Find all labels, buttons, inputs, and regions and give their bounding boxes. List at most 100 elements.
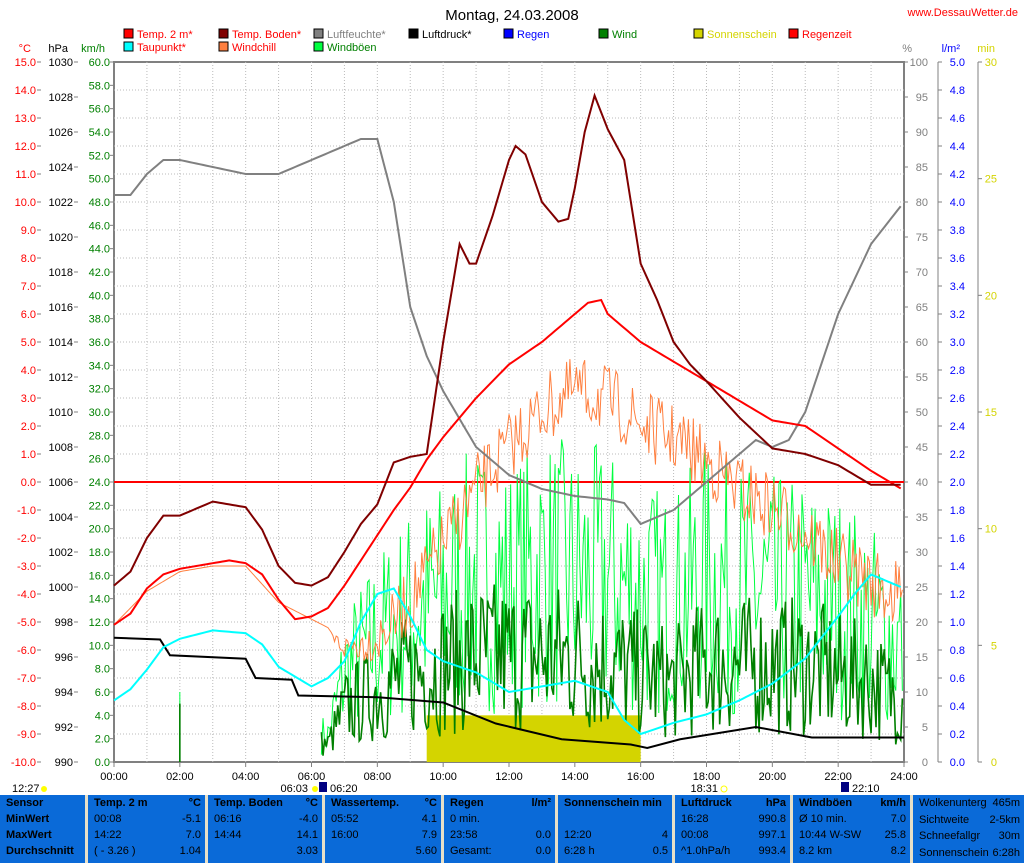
- axis-tick-rain: 2.6: [950, 393, 965, 405]
- table-cell: 0 min.: [450, 813, 480, 825]
- table-column-sensor: Sensor MinWert MaxWert Durchschnitt: [0, 795, 85, 863]
- astro-marker-moonset: 12:27: [12, 783, 40, 795]
- axis-tick-temp: 11.0: [15, 169, 36, 181]
- table-cell: Durchschnitt: [6, 845, 74, 857]
- axis-tick-sun: 30: [985, 57, 997, 69]
- axis-tick-humidity: 85: [916, 162, 928, 174]
- astro-marker-moonrise: 06:20: [330, 783, 358, 795]
- axis-tick-sun: 25: [985, 174, 997, 186]
- table-cell: Wassertemp.: [331, 797, 400, 809]
- table-cell: 0.5: [652, 845, 668, 857]
- table-cell: 6:28 h: [564, 845, 595, 857]
- table-cell: 14:22: [94, 829, 122, 841]
- axis-tick-pressure: 992: [55, 722, 73, 734]
- legend-label: Taupunkt*: [137, 42, 187, 54]
- table-column-boden: Temp. Boden °C 06:16 -4.0 14:44 14.1 3.03: [208, 795, 322, 863]
- axis-tick-wind: 42.0: [89, 267, 110, 279]
- x-tick-label: 18:00: [693, 771, 721, 783]
- x-tick-label: 24:00: [890, 771, 918, 783]
- axis-tick-rain: 2.4: [950, 421, 965, 433]
- axis-tick-temp: 9.0: [21, 225, 36, 237]
- moon-icon: [41, 786, 47, 792]
- table-column-extra: Wolkenunterg 465m Sichtweite 2-5km Schneefal…: [913, 795, 1024, 863]
- table-cell: 0.0: [535, 829, 551, 841]
- table-cell: 8.2: [890, 845, 906, 857]
- axis-tick-temp: 0.0: [21, 477, 36, 489]
- table-cell: °C: [188, 797, 201, 809]
- axis-tick-wind: 32.0: [89, 384, 110, 396]
- axis-tick-pressure: 1004: [49, 512, 73, 524]
- legend-swatch: [693, 28, 704, 39]
- table-cell: Luftdruck: [681, 797, 732, 809]
- axis-tick-sun: 5: [991, 640, 997, 652]
- axis-tick-pressure: 1012: [49, 372, 73, 384]
- axis-tick-pressure: 1006: [49, 477, 73, 489]
- axis-tick-wind: 24.0: [89, 477, 110, 489]
- axis-tick-wind: 18.0: [89, 547, 110, 559]
- axis-tick-humidity: 100: [910, 57, 928, 69]
- x-tick-label: 06:00: [298, 771, 326, 783]
- axis-tick-rain: 5.0: [950, 57, 965, 69]
- legend-label: Wind: [612, 29, 637, 41]
- axis-tick-rain: 1.6: [950, 533, 965, 545]
- axis-tick-rain: 4.6: [950, 113, 965, 125]
- legend-swatch: [218, 28, 229, 39]
- table-cell: 5.60: [415, 845, 437, 857]
- chart-title: Montag, 24.03.2008: [445, 7, 578, 24]
- astro-marker-sunset: 18:31: [690, 783, 718, 795]
- table-cell: 12:20: [564, 829, 592, 841]
- site-link[interactable]: www.DessauWetter.de: [907, 7, 1018, 19]
- legend-label: Windböen: [327, 42, 377, 54]
- table-column-regen: Regen l/m² 0 min. 23:58 0.0 Gesamt: 0.0: [444, 795, 555, 863]
- legend-swatch: [313, 28, 324, 39]
- table-cell: Temp. Boden: [214, 797, 283, 809]
- axis-tick-wind: 30.0: [89, 407, 110, 419]
- axis-tick-temp: -6.0: [17, 645, 36, 657]
- axis-tick-wind: 14.0: [89, 594, 110, 606]
- axis-tick-wind: 2.0: [95, 734, 110, 746]
- axis-tick-wind: 0.0: [95, 757, 110, 769]
- axis-tick-wind: 4.0: [95, 710, 110, 722]
- axis-tick-rain: 4.2: [950, 169, 965, 181]
- axis-tick-pressure: 1030: [49, 57, 73, 69]
- table-cell: 1.04: [179, 845, 201, 857]
- table-cell: 7.9: [421, 829, 437, 841]
- table-cell: 3.03: [296, 845, 318, 857]
- axis-tick-rain: 3.8: [950, 225, 965, 237]
- axis-tick-wind: 48.0: [89, 197, 110, 209]
- axis-tick-humidity: 45: [916, 442, 928, 454]
- table-cell: Sonnenschein min: [564, 797, 662, 809]
- series-taupunkt: [113, 573, 902, 736]
- axis-tick-rain: 3.0: [950, 337, 965, 349]
- axis-tick-humidity: 55: [916, 372, 928, 384]
- axis-tick-temp: 8.0: [21, 253, 36, 265]
- legend-label: Regenzeit: [802, 29, 852, 41]
- axis-tick-humidity: 40: [916, 477, 928, 489]
- axis-tick-humidity: 10: [916, 687, 928, 699]
- axis-tick-temp: -3.0: [17, 561, 36, 573]
- table-cell: Schneefallgr: [919, 830, 981, 842]
- axis-tick-humidity: 70: [916, 267, 928, 279]
- table-cell: 00:08: [681, 829, 709, 841]
- table-cell: -4.0: [299, 813, 318, 825]
- legend-swatch: [503, 28, 514, 39]
- unit-sun: min: [977, 43, 995, 55]
- table-cell: 465m: [992, 797, 1020, 809]
- table-cell: 7.0: [185, 829, 201, 841]
- axis-tick-wind: 20.0: [89, 524, 110, 536]
- x-tick-label: 14:00: [561, 771, 589, 783]
- axis-tick-pressure: 1000: [49, 582, 73, 594]
- axis-tick-humidity: 65: [916, 302, 928, 314]
- axis-tick-temp: -4.0: [17, 589, 36, 601]
- axis-tick-temp: -5.0: [17, 617, 36, 629]
- axis-tick-pressure: 1014: [49, 337, 73, 349]
- axis-tick-pressure: 1028: [49, 92, 73, 104]
- unit-wind: km/h: [81, 43, 105, 55]
- axis-tick-wind: 10.0: [89, 640, 110, 652]
- axis-tick-rain: 0.4: [950, 701, 965, 713]
- moonrise-icon: [319, 782, 327, 792]
- axis-tick-humidity: 15: [916, 652, 928, 664]
- table-cell: Wolkenunterg: [919, 797, 987, 809]
- table-cell: 16:00: [331, 829, 359, 841]
